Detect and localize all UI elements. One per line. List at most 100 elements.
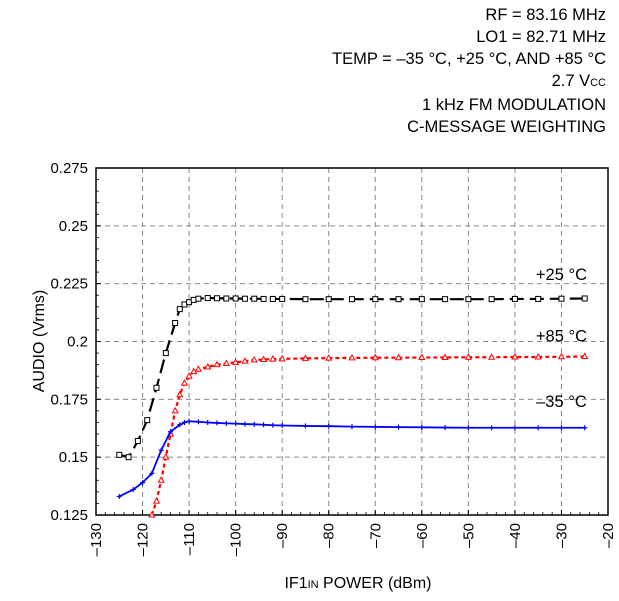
y-tick-label: 0.175 [50, 391, 88, 408]
axis-ticks: –130 –120 –110 –100 –90 –80 –70 –60 –50 –40 –30 –20… [50, 160, 617, 556]
data-point [135, 438, 140, 443]
data-point [252, 422, 257, 427]
data-point [233, 421, 238, 426]
data-point [326, 355, 332, 360]
data-point [182, 380, 188, 385]
data-point [419, 425, 424, 430]
data-point [373, 297, 378, 302]
data-point [242, 422, 247, 427]
data-point [270, 296, 275, 301]
data-point [466, 297, 471, 302]
x-tick-label: –50 [460, 523, 477, 548]
series-label: +25 °C [536, 266, 587, 284]
data-point [224, 296, 229, 301]
data-point [163, 351, 168, 356]
data-point [303, 297, 308, 302]
x-tick-label: –130 [88, 523, 105, 556]
data-point [215, 296, 220, 301]
data-point [442, 354, 448, 359]
x-tick-label: –100 [228, 523, 245, 556]
data-point [117, 452, 122, 457]
data-point [350, 424, 355, 429]
data-point [582, 425, 587, 430]
data-point [512, 425, 517, 430]
data-point [224, 360, 230, 365]
series-label: +85 °C [536, 328, 587, 346]
y-tick-label: 0.125 [50, 507, 88, 524]
data-point [489, 297, 494, 302]
data-point [242, 358, 248, 363]
data-point [205, 296, 210, 301]
data-point [163, 454, 169, 459]
data-point [559, 296, 564, 301]
data-point [326, 297, 331, 302]
data-point [373, 424, 378, 429]
data-point [536, 296, 541, 301]
x-tick-label: –110 [181, 523, 198, 555]
x-tick-label: –60 [414, 523, 431, 548]
x-tick-label: –70 [367, 523, 384, 548]
data-point [350, 297, 355, 302]
y-tick-label: 0.15 [59, 449, 88, 466]
data-point [251, 357, 257, 362]
y-tick-label: 0.25 [59, 218, 88, 235]
y-tick-label: 0.225 [50, 276, 88, 293]
data-point [419, 354, 425, 359]
data-point [280, 423, 285, 428]
data-point [419, 297, 424, 302]
data-point [396, 425, 401, 430]
data-point [173, 320, 178, 325]
data-point [196, 296, 201, 301]
data-point [154, 498, 160, 503]
series-label: –35 °C [536, 393, 587, 411]
data-point [535, 354, 541, 359]
x-tick-label: –80 [321, 523, 338, 548]
data-point [172, 408, 178, 413]
data-point [261, 422, 266, 427]
x-tick-label: –20 [600, 523, 617, 548]
data-point [214, 362, 220, 367]
data-point [279, 356, 285, 361]
data-point [233, 296, 238, 301]
data-point [187, 419, 192, 424]
data-point [126, 455, 131, 460]
series-line [152, 357, 585, 515]
data-point [270, 423, 275, 428]
data-point [326, 424, 331, 429]
data-point [280, 296, 285, 301]
data-point [196, 366, 202, 371]
y-tick-label: 0.2 [67, 334, 88, 351]
data-point [242, 296, 247, 301]
data-point [154, 385, 159, 390]
data-point [489, 425, 494, 430]
data-point [233, 359, 239, 364]
data-point [512, 296, 517, 301]
x-tick-label: –120 [135, 523, 152, 556]
data-point [559, 354, 565, 359]
data-point [512, 354, 518, 359]
data-point [396, 297, 401, 302]
data-point [466, 354, 472, 359]
data-point [196, 419, 201, 424]
data-point [396, 355, 402, 360]
data-point [443, 425, 448, 430]
data-point [252, 296, 257, 301]
data-series [117, 296, 588, 517]
x-tick-label: –40 [507, 523, 524, 548]
chart-grid [96, 168, 608, 515]
x-tick-label: –30 [553, 523, 570, 548]
x-tick-label: –90 [274, 523, 291, 548]
data-point [582, 296, 587, 301]
series-1 [149, 354, 587, 517]
data-point [205, 420, 210, 425]
y-tick-label: 0.275 [50, 160, 88, 177]
data-point [149, 512, 155, 517]
data-point [536, 425, 541, 430]
data-point [559, 425, 564, 430]
y-axis-title: AUDIO (Vrms) [31, 290, 48, 393]
data-point [349, 355, 355, 360]
data-point [372, 355, 378, 360]
data-point [303, 423, 308, 428]
data-point [261, 296, 266, 301]
